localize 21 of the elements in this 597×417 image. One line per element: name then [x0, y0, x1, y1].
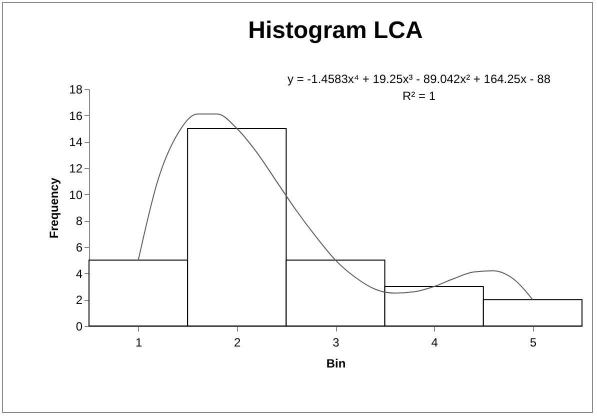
y-tick-label: 8 — [76, 214, 83, 228]
y-tick-label: 18 — [69, 82, 83, 96]
y-tick-label: 2 — [76, 293, 83, 308]
x-tick-label: 2 — [234, 336, 242, 350]
y-tick-label: 16 — [69, 108, 83, 123]
annotation: R² = 1 — [402, 89, 436, 103]
chart-title: Histogram LCA — [248, 17, 423, 44]
y-tick-label: 12 — [69, 162, 83, 176]
y-tick-label: 4 — [76, 266, 83, 281]
x-tick-label: 3 — [332, 336, 340, 350]
x-tick-label: 5 — [530, 336, 537, 350]
y-tick-label: 0 — [76, 320, 83, 334]
y-tick-label: 14 — [69, 135, 83, 150]
y-tick-label: 10 — [69, 188, 83, 202]
x-axis-title: Bin — [326, 356, 346, 370]
y-tick-label: 6 — [76, 240, 83, 254]
line-series — [138, 114, 534, 300]
x-tick-label: 4 — [431, 336, 438, 350]
text: y = -1.4583x⁴ + 19.25x³ - 89.042x² + 164.25x - 88 — [288, 72, 551, 86]
x-tick-label: 1 — [135, 336, 142, 350]
y-axis-title: Frequency — [47, 177, 62, 238]
